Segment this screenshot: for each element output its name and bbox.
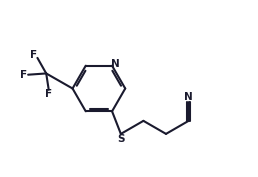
Text: F: F (45, 89, 52, 99)
Text: F: F (30, 50, 37, 60)
Text: F: F (20, 70, 27, 80)
Text: N: N (111, 59, 120, 69)
Text: S: S (117, 134, 125, 144)
Text: N: N (184, 92, 193, 102)
